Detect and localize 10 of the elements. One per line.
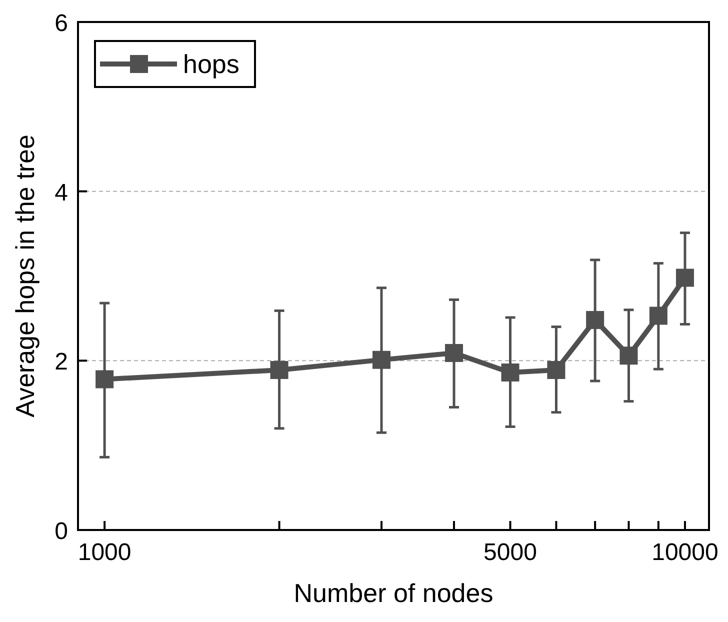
x-tick-label: 1000 bbox=[78, 539, 132, 566]
x-tick-label: 10000 bbox=[652, 539, 718, 566]
y-tick-label: 6 bbox=[54, 10, 68, 37]
x-tick-label: 5000 bbox=[484, 539, 537, 566]
y-tick-label: 4 bbox=[54, 179, 68, 206]
legend-label: hops bbox=[183, 49, 240, 79]
x-axis-title: Number of nodes bbox=[294, 578, 494, 608]
y-axis-title: Average hops in the tree bbox=[10, 134, 40, 418]
y-tick-label: 0 bbox=[54, 518, 68, 545]
y-tick-label: 2 bbox=[54, 348, 68, 376]
